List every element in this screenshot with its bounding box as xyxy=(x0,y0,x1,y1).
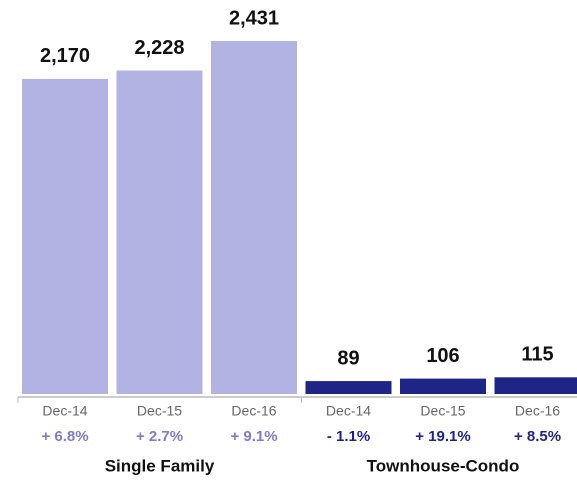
group-label: Townhouse-Condo xyxy=(367,456,520,475)
value-label: 2,228 xyxy=(134,37,184,59)
change-label: + 8.5% xyxy=(514,428,561,445)
value-label: 106 xyxy=(426,345,459,367)
change-label: + 9.1% xyxy=(230,428,277,445)
bar xyxy=(494,377,577,394)
change-label: + 2.7% xyxy=(136,428,183,445)
change-label: + 19.1% xyxy=(415,428,470,445)
bar xyxy=(22,78,108,394)
value-label: 89 xyxy=(337,347,359,369)
category-label: Dec-15 xyxy=(137,403,182,419)
bar xyxy=(211,41,297,394)
category-label: Dec-16 xyxy=(515,403,560,419)
bar xyxy=(116,70,203,394)
bar xyxy=(400,378,486,394)
value-label: 115 xyxy=(521,344,553,366)
value-label: 2,170 xyxy=(40,45,90,67)
change-label: + 6.8% xyxy=(41,428,88,445)
value-label: 2,431 xyxy=(229,7,279,29)
group-label: Single Family xyxy=(105,456,215,475)
category-label: Dec-15 xyxy=(420,403,465,419)
bar xyxy=(305,381,392,394)
change-label: - 1.1% xyxy=(327,428,370,445)
category-label: Dec-14 xyxy=(42,403,87,419)
category-label: Dec-16 xyxy=(231,403,276,419)
category-label: Dec-14 xyxy=(326,403,371,419)
